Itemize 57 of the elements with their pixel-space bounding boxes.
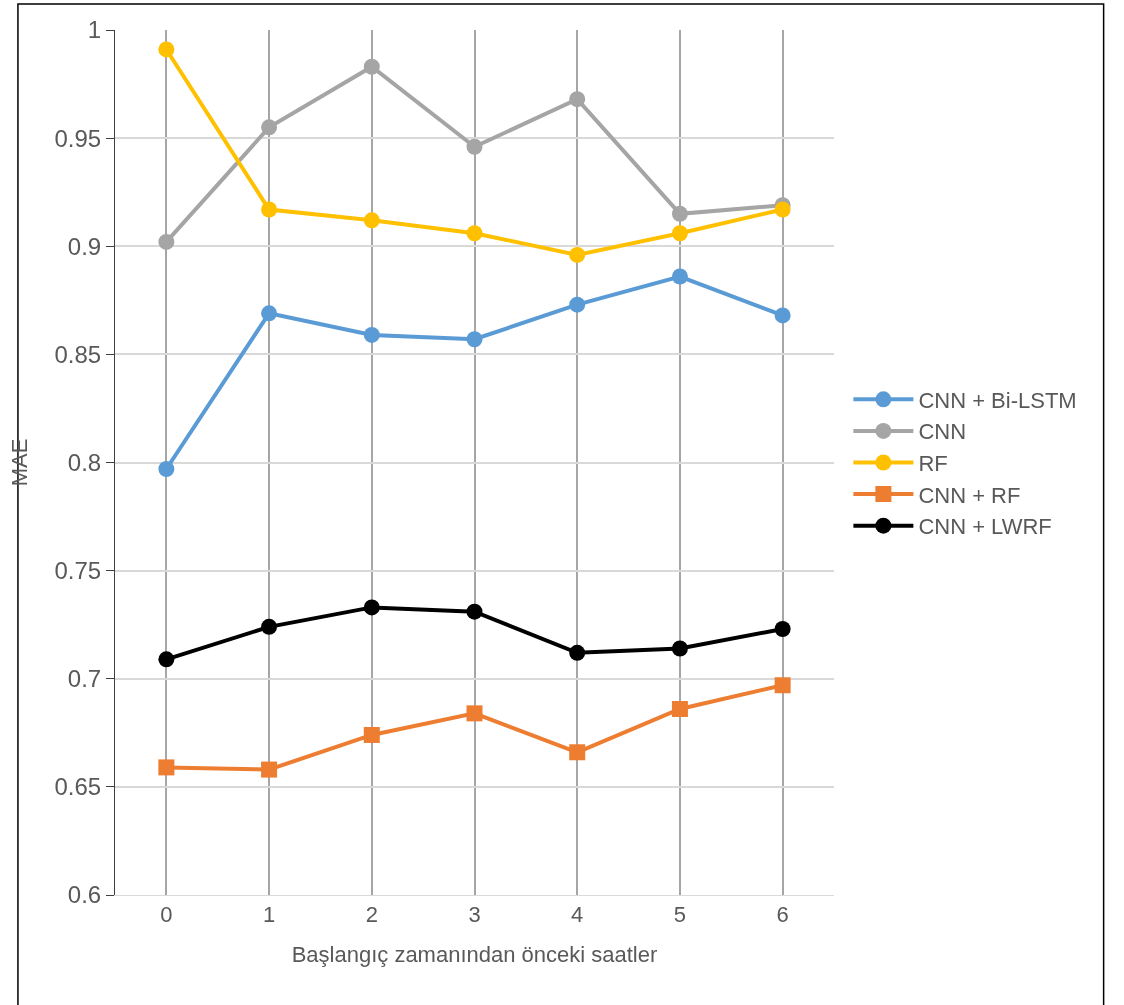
point [466, 138, 483, 155]
point [569, 296, 586, 313]
point [158, 233, 175, 250]
point [774, 621, 791, 637]
x-tick-label: 1 [262, 902, 276, 928]
point [363, 326, 380, 343]
point [158, 460, 175, 477]
point [569, 744, 586, 761]
x-tick-label: 0 [160, 902, 173, 928]
y-tick-label: 0.85 [54, 340, 102, 368]
point [261, 119, 278, 136]
point [671, 701, 688, 718]
point [671, 640, 688, 657]
legend-label: CNN + Bi-LSTM [918, 387, 1077, 413]
point [158, 759, 175, 776]
y-axis-title: MAE [7, 438, 33, 487]
point [363, 726, 380, 743]
point [466, 705, 483, 722]
x-tick-label: 6 [776, 902, 789, 928]
y-tick-label: 0.7 [67, 665, 102, 693]
point [261, 761, 278, 778]
y-tick-label: 0.65 [54, 773, 102, 801]
legend-label: RF [918, 451, 948, 477]
point [466, 331, 483, 348]
y-tick-label: 0.95 [54, 124, 102, 152]
x-tick-label: 5 [673, 902, 687, 928]
point [363, 58, 380, 75]
legend-label: CNN + LWRF [918, 514, 1052, 540]
point [671, 268, 688, 285]
point [261, 618, 278, 635]
point [569, 91, 586, 108]
point [671, 225, 688, 242]
legend-label: CNN [918, 419, 967, 445]
point [569, 644, 586, 661]
point [774, 677, 791, 694]
x-axis-title: Başlangıç zamanından önceki saatler [291, 942, 658, 968]
y-tick-label: 0.8 [67, 448, 102, 476]
point [466, 225, 483, 242]
point [158, 651, 175, 668]
y-tick-label: 1 [87, 16, 102, 44]
point [261, 201, 278, 218]
y-tick-label: 0.9 [67, 232, 102, 260]
point [466, 603, 483, 620]
y-tick-label: 0.75 [54, 557, 102, 585]
point [569, 246, 586, 263]
x-tick-label: 2 [365, 902, 378, 928]
point [774, 307, 791, 324]
point [363, 212, 380, 229]
legend-label: CNN + RF [918, 482, 1021, 508]
x-tick-label: 4 [571, 902, 584, 928]
y-tick-label: 0.6 [67, 881, 102, 909]
point [363, 599, 380, 616]
point [158, 41, 175, 58]
point [671, 205, 688, 222]
x-tick-label: 3 [468, 902, 481, 928]
point [774, 201, 791, 218]
point [261, 305, 278, 322]
